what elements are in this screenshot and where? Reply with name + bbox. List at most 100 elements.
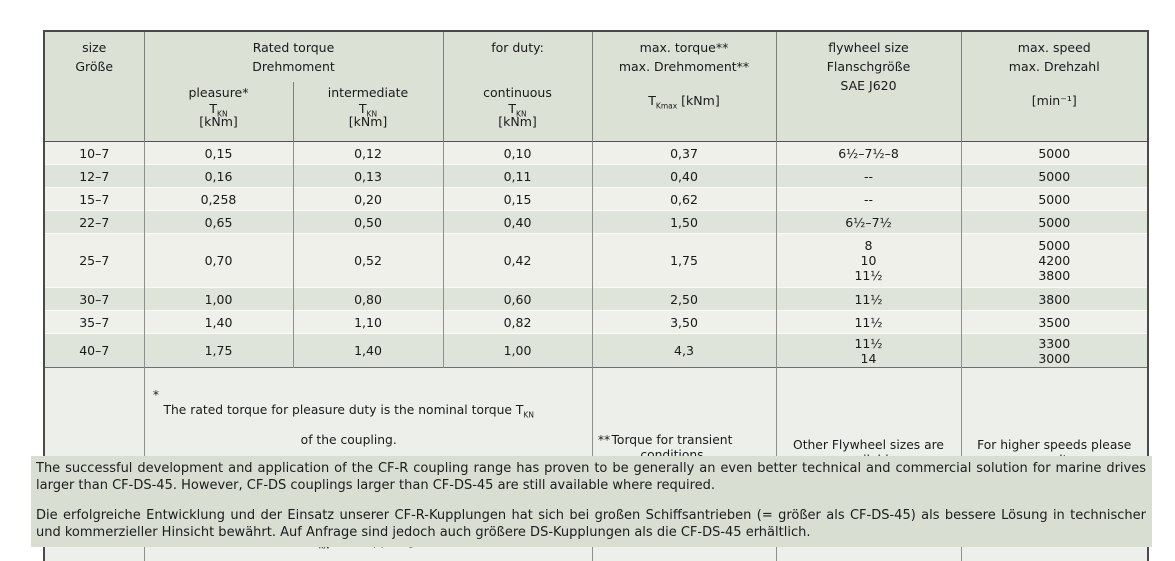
header-continuous-unit: [kNm]: [498, 114, 537, 129]
header-rated-torque: Rated torque Drehmoment: [143, 31, 443, 82]
header-row-top: size Größe Rated torque Drehmoment for d…: [44, 31, 1148, 142]
cell-continuous: 0,40: [442, 210, 592, 234]
footnote-marker: *: [152, 388, 160, 402]
header-speed-de: max. Drehzahl: [1008, 59, 1100, 74]
cell-intermediate: 0,50: [292, 210, 443, 234]
summary-block: The successful development and applicati…: [31, 456, 1152, 547]
header-continuous: continuous TKN [kNm]: [442, 82, 592, 142]
cell-max-torque: 1,50: [591, 210, 776, 234]
cell-pleasure: 1,40: [143, 310, 293, 334]
footnote-marker: **: [597, 433, 611, 447]
cell-max-torque: 0,37: [591, 141, 776, 165]
cell-max-torque: 1,75: [591, 233, 776, 288]
cell-continuous: 0,42: [442, 233, 592, 288]
header-size-de: Größe: [75, 59, 114, 74]
cell-pleasure: 0,15: [143, 141, 293, 165]
summary-paragraph-de: Die erfolgreiche Entwicklung und der Ein…: [36, 508, 1146, 540]
spec-row-10-7: 10–7 0,15 0,12 0,10 0,37 6½–7½–8 5000: [44, 141, 1148, 165]
spec-row-30-7: 30–7 1,00 0,80 0,60 2,50 11½ 3800: [44, 287, 1148, 311]
t-subscript: KN: [217, 109, 228, 119]
tkmax-subscript: Kmax: [655, 101, 678, 111]
header-speed-unit: [min⁻¹]: [1031, 93, 1077, 108]
cell-speed: 5000: [960, 187, 1148, 211]
cell-size: 22–7: [44, 210, 144, 234]
cell-max-torque: 4,3: [591, 333, 776, 368]
header-duty-label: for duty:: [491, 40, 544, 55]
cell-flywheel: 11½ 14: [775, 333, 961, 368]
cell-max-torque: 3,50: [591, 310, 776, 334]
header-row-sub: pleasure* TKN [kNm] intermediate TKN [kN…: [44, 82, 1148, 142]
cell-continuous: 1,00: [442, 333, 592, 368]
cell-flywheel: --: [775, 187, 961, 211]
header-intermediate: intermediate TKN [kNm]: [292, 82, 443, 142]
cell-speed: 5000: [960, 141, 1148, 165]
header-pleasure-label: pleasure*: [188, 85, 249, 100]
footnote-line-text: The rated torque for pleasure duty is th…: [163, 403, 524, 417]
cell-intermediate: 1,10: [292, 310, 443, 334]
header-tkmax-unit: TKmax [kNm]: [593, 93, 776, 111]
cell-size: 10–7: [79, 145, 110, 161]
cell-speed: 5000: [960, 164, 1148, 188]
cell-flywheel: 8 10 11½: [775, 233, 961, 288]
header-max-torque: max. torque** max. Drehmoment** TKmax [k…: [591, 31, 776, 142]
header-pleasure-unit: [kNm]: [199, 114, 238, 129]
cell-pleasure: 0,70: [143, 233, 293, 288]
cell-max-torque: 2,50: [591, 287, 776, 311]
footnote-subscript: KN: [523, 410, 534, 420]
cell-size: 12–7: [44, 164, 144, 188]
t-symbol: T: [358, 101, 367, 116]
cell-intermediate: 0,52: [292, 233, 443, 288]
footnote-text: The rated torque for pleasure duty is th…: [164, 388, 534, 463]
spec-row-40-7: 40–7 1,75 1,40 1,00 4,3 11½ 14 3300 3000: [44, 333, 1148, 368]
footnote-line: of the coupling.: [300, 433, 397, 447]
t-subscript: KN: [516, 109, 527, 119]
cell-continuous: 0,15: [442, 187, 592, 211]
spec-row-35-7: 35–7 1,40 1,10 0,82 3,50 11½ 3500: [44, 310, 1148, 334]
header-speed-en: max. speed: [1017, 40, 1091, 55]
cell-flywheel: 11½: [775, 310, 961, 334]
cell-speed: 3800: [960, 287, 1148, 311]
spec-row-22-7: 22–7 0,65 0,50 0,40 1,50 6½–7½ 5000: [44, 210, 1148, 234]
header-continuous-label: continuous: [483, 85, 552, 100]
cell-size: 35–7: [44, 310, 144, 334]
header-rated-de: Drehmoment: [252, 59, 335, 74]
tkmax-symbol: T: [648, 93, 656, 108]
summary-paragraph-en: The successful development and applicati…: [36, 461, 1146, 493]
cell-pleasure: 0,258: [143, 187, 293, 211]
header-max-torque-de: max. Drehmoment**: [618, 59, 750, 74]
header-max-torque-en: max. torque**: [639, 40, 729, 55]
spec-row-25-7: 25–7 0,70 0,52 0,42 1,75 8 10 11½ 5000 4…: [44, 233, 1148, 288]
cell-speed: 3300 3000: [960, 333, 1148, 368]
header-flywheel-de: Flanschgröße: [826, 59, 911, 74]
spec-row-12-7: 12–7 0,16 0,13 0,11 0,40 -- 5000: [44, 164, 1148, 188]
header-size: size Größe: [44, 31, 144, 142]
cell-max-torque: 0,62: [591, 187, 776, 211]
cell-flywheel: 6½–7½–8: [775, 141, 961, 165]
table-header: size Größe Rated torque Drehmoment for d…: [44, 31, 1148, 142]
cell-max-torque: 0,40: [591, 164, 776, 188]
t-symbol: T: [508, 101, 517, 116]
cell-size: 15–7: [44, 187, 144, 211]
header-rated-en: Rated torque: [252, 40, 335, 55]
tkmax-unit: [kNm]: [681, 93, 720, 108]
cell-intermediate: 0,13: [292, 164, 443, 188]
header-intermediate-symbol: TKN: [294, 101, 443, 118]
cell-intermediate: 1,40: [292, 333, 443, 368]
cell-continuous: 0,10: [442, 141, 592, 165]
cell-pleasure: 0,65: [143, 210, 293, 234]
cell-size: 25–7: [44, 233, 144, 288]
cell-continuous: 0,11: [442, 164, 592, 188]
header-pleasure-symbol: TKN: [145, 102, 293, 118]
cell-speed: 5000: [960, 210, 1148, 234]
cell-speed: 5000 4200 3800: [960, 233, 1148, 288]
cell-continuous: 0,60: [442, 287, 592, 311]
cell-pleasure: 0,16: [143, 164, 293, 188]
header-flywheel: flywheel size Flanschgröße SAE J620: [775, 31, 961, 142]
cell-intermediate: 0,80: [292, 287, 443, 311]
header-size-en: size: [82, 40, 107, 55]
cell-flywheel: --: [775, 164, 961, 188]
cell-intermediate: 0,20: [292, 187, 443, 211]
cell-size: 30–7: [44, 287, 144, 311]
spec-row-15-7: 15–7 0,258 0,20 0,15 0,62 -- 5000: [44, 187, 1148, 211]
